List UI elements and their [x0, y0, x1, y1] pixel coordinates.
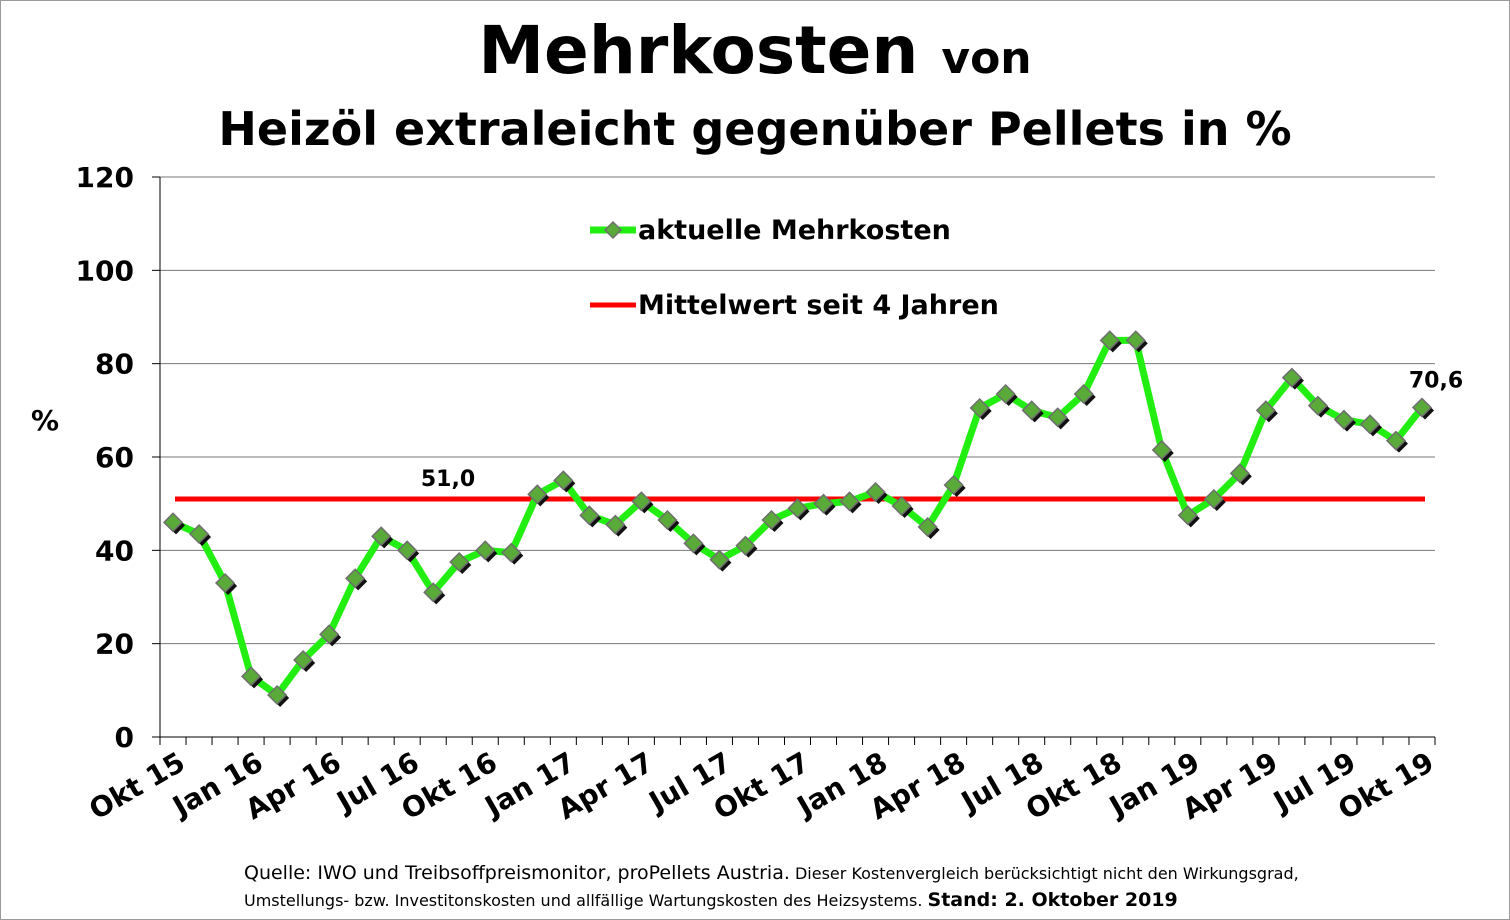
data-point: [891, 495, 912, 517]
data-point: [1151, 439, 1172, 461]
data-point: [579, 505, 600, 526]
data-point: [969, 397, 990, 419]
data-point: [1125, 330, 1146, 351]
data-point: [241, 666, 262, 687]
data-point: [917, 516, 938, 538]
title-main-suffix: von: [941, 33, 1032, 84]
data-point: [1073, 383, 1094, 405]
data-point: [188, 523, 210, 545]
footer: Quelle: IWO und Treibsoffpreismonitor, p…: [244, 860, 1494, 914]
data-point: [761, 509, 782, 531]
data-point: [553, 470, 574, 491]
data-point: [813, 493, 834, 514]
data-point: [1281, 367, 1302, 388]
data-point: [319, 624, 340, 645]
data-point: [709, 549, 730, 570]
data-point: [501, 542, 522, 563]
data-point: [267, 684, 288, 706]
data-point: [1255, 400, 1276, 421]
data-point: [162, 512, 184, 533]
data-point: [1385, 430, 1407, 451]
title-main: Mehrkosten: [478, 12, 919, 89]
footer-source: Quelle: IWO und Treibsoffpreismonitor, p…: [244, 862, 790, 884]
y-tick-label: 0: [115, 721, 134, 754]
data-point: [787, 498, 808, 519]
data-point: [293, 649, 314, 671]
data-point: [865, 481, 886, 503]
data-point: [995, 383, 1016, 405]
series-end-label: 70,6: [1409, 369, 1463, 394]
data-point: [1411, 397, 1433, 418]
data-point: [527, 484, 548, 505]
data-point: [683, 533, 704, 554]
data-point: [657, 509, 678, 531]
legend-label-mehrkosten: aktuelle Mehrkosten: [638, 215, 951, 246]
y-tick-label: 40: [95, 534, 134, 567]
chart-subtitle: Heizöl extraleicht gegenüber Pellets in …: [218, 102, 1292, 156]
data-point: [1229, 463, 1250, 484]
y-axis-label: %: [31, 404, 59, 437]
data-point: [1099, 330, 1120, 351]
data-point: [839, 491, 860, 512]
data-point: [423, 582, 444, 603]
data-point: [605, 514, 626, 535]
data-point: [1333, 409, 1354, 430]
data-point: [345, 568, 366, 589]
mean-value-label: 51,0: [421, 467, 475, 492]
footer-stand: Stand: 2. Oktober 2019: [927, 889, 1178, 911]
data-point: [1177, 505, 1198, 526]
legend-swatch-marker: [603, 220, 623, 240]
data-point: [214, 572, 236, 594]
y-tick-label: 80: [95, 348, 134, 381]
data-point: [943, 474, 964, 496]
data-point: [1359, 414, 1381, 435]
data-point: [449, 551, 470, 573]
chart-title: Mehrkosten von: [0, 18, 1510, 84]
data-point: [397, 540, 418, 561]
y-tick-label: 20: [95, 628, 134, 661]
data-point: [1307, 395, 1328, 416]
y-tick-label: 100: [76, 254, 134, 287]
legend-label-mittelwert: Mittelwert seit 4 Jahren: [638, 290, 999, 321]
data-point: [475, 540, 496, 561]
footer-note-2: Umstellungs- bzw. Investitonskosten und …: [244, 891, 923, 910]
data-point: [735, 535, 756, 556]
data-point: [631, 491, 652, 512]
data-point: [371, 526, 392, 547]
y-tick-label: 60: [95, 441, 134, 474]
footer-note-1: Dieser Kostenvergleich berücksichtigt ni…: [794, 864, 1299, 883]
data-point: [1047, 407, 1068, 428]
data-point: [1203, 488, 1224, 510]
x-tick-label: Okt 15: [83, 745, 190, 826]
data-point: [1021, 400, 1042, 421]
y-tick-label: 120: [76, 161, 134, 194]
